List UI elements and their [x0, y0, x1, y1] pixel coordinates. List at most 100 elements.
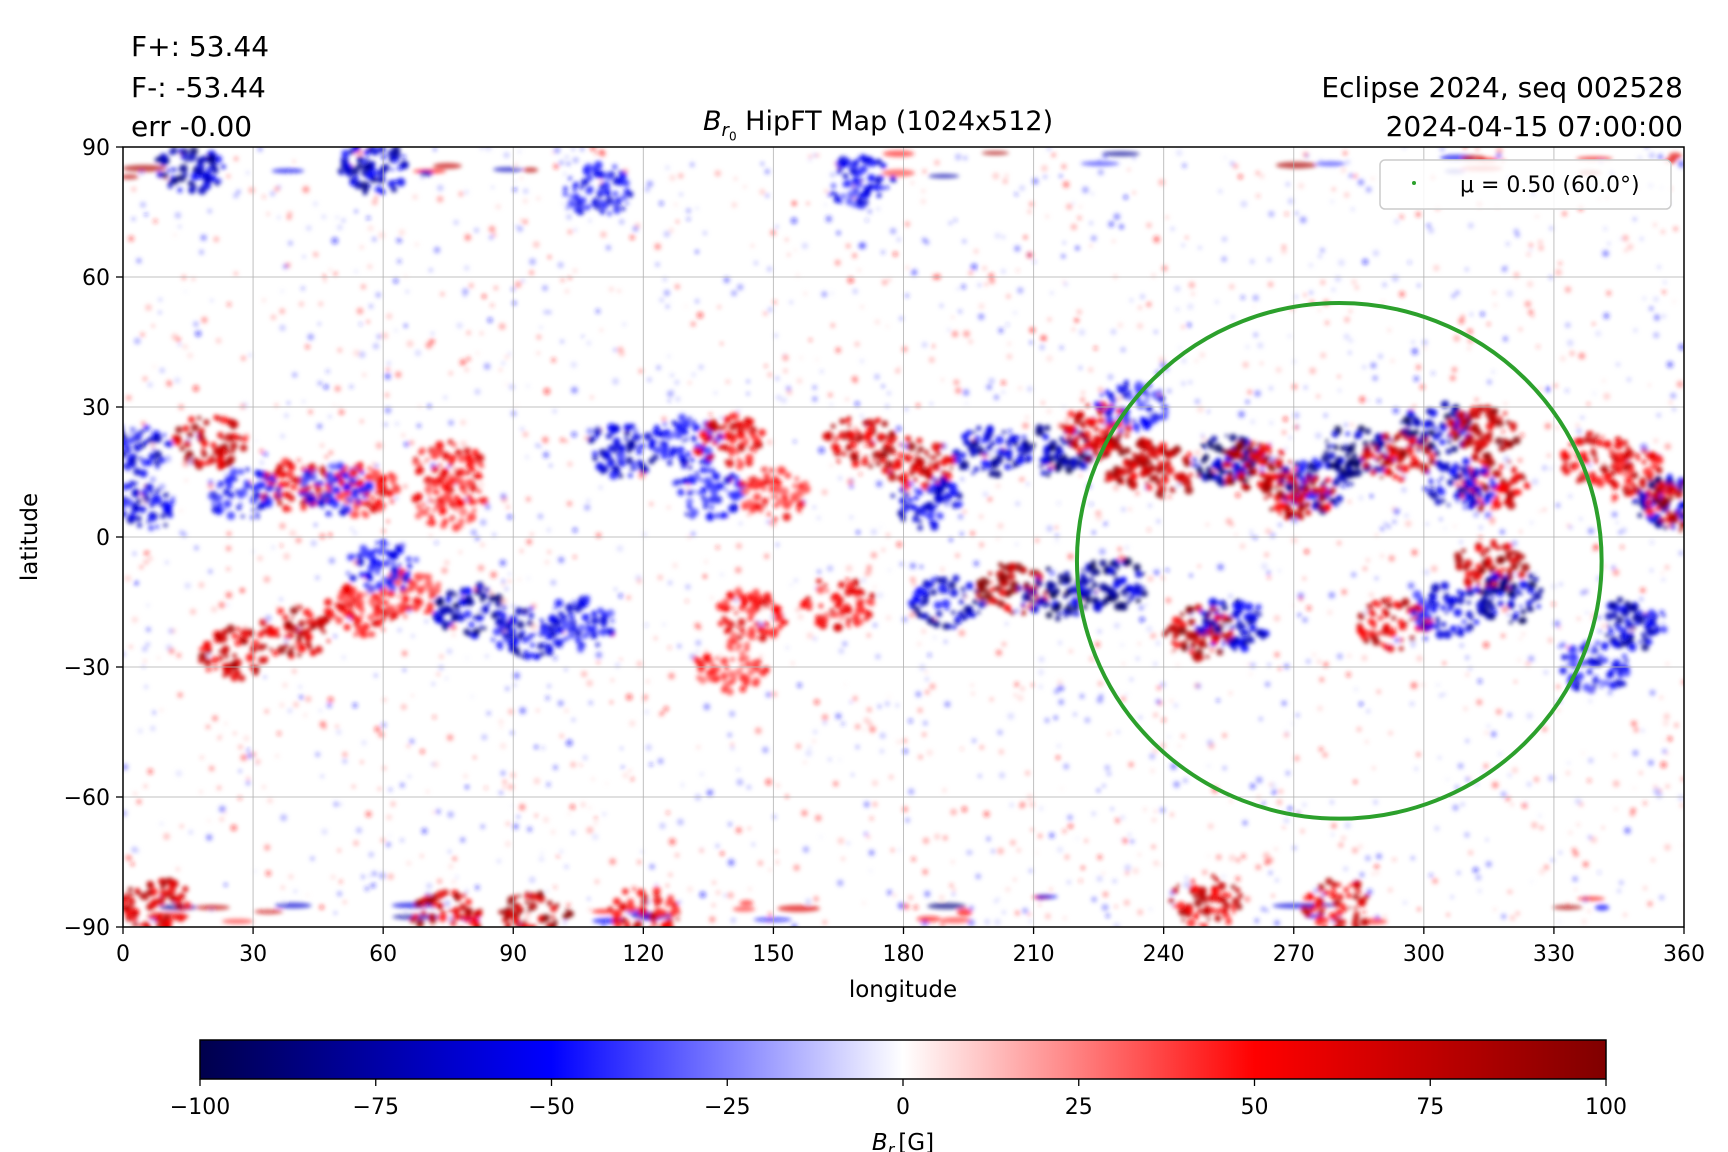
region-speckle: [455, 448, 463, 456]
noise-speckle: [271, 545, 276, 550]
noise-speckle: [564, 439, 568, 443]
region-speckle: [691, 435, 697, 442]
region-speckle: [1021, 610, 1027, 616]
noise-speckle: [125, 854, 131, 861]
region-speckle: [1058, 580, 1063, 585]
region-speckle: [456, 613, 466, 622]
region-speckle: [109, 430, 117, 438]
region-speckle: [616, 452, 626, 462]
noise-speckle: [1434, 826, 1440, 831]
region-speckle: [985, 588, 989, 593]
noise-speckle: [1167, 494, 1172, 499]
noise-speckle: [1354, 285, 1359, 290]
noise-speckle: [1001, 641, 1007, 647]
region-speckle: [657, 445, 663, 451]
noise-speckle: [1346, 672, 1351, 678]
noise-speckle: [546, 889, 549, 893]
noise-speckle: [163, 833, 171, 840]
region-speckle: [413, 456, 418, 462]
region-speckle: [918, 469, 925, 476]
noise-speckle: [1344, 822, 1351, 829]
noise-speckle: [812, 385, 817, 390]
region-speckle: [464, 586, 471, 593]
region-speckle: [372, 599, 376, 603]
region-speckle: [378, 565, 383, 569]
region-speckle: [894, 461, 903, 470]
noise-speckle: [881, 250, 885, 254]
region-speckle: [780, 487, 789, 496]
noise-speckle: [1078, 366, 1083, 370]
noise-speckle: [899, 562, 904, 566]
region-speckle: [766, 512, 772, 517]
noise-speckle: [956, 287, 960, 290]
region-speckle: [227, 418, 236, 428]
noise-speckle: [394, 496, 399, 501]
region-speckle: [428, 498, 433, 503]
noise-speckle: [853, 426, 858, 431]
region-speckle: [1064, 614, 1068, 619]
noise-speckle: [545, 695, 550, 701]
noise-speckle: [201, 316, 208, 324]
noise-speckle: [594, 879, 600, 885]
region-speckle: [494, 594, 504, 603]
noise-speckle: [1641, 729, 1645, 733]
noise-speckle: [595, 651, 603, 659]
region-speckle: [465, 470, 471, 476]
noise-speckle: [1565, 322, 1571, 329]
region-speckle: [747, 477, 751, 481]
noise-speckle: [403, 441, 410, 447]
noise-speckle: [836, 879, 844, 887]
noise-speckle: [1217, 563, 1224, 571]
region-speckle: [741, 600, 748, 608]
region-speckle: [109, 454, 113, 458]
noise-speckle: [1281, 245, 1286, 250]
noise-speckle: [866, 835, 870, 839]
noise-speckle: [1511, 540, 1518, 547]
noise-speckle: [553, 885, 557, 889]
noise-speckle: [565, 739, 573, 747]
region-speckle: [928, 461, 932, 465]
noise-speckle: [1240, 200, 1248, 208]
noise-speckle: [1111, 807, 1114, 811]
region-speckle: [291, 616, 294, 620]
noise-speckle: [1235, 876, 1241, 882]
noise-speckle: [1439, 147, 1446, 152]
noise-speckle: [1443, 527, 1447, 530]
noise-speckle: [477, 564, 485, 572]
noise-speckle: [759, 189, 766, 195]
region-speckle: [912, 477, 918, 483]
noise-speckle: [765, 193, 770, 198]
noise-speckle: [743, 185, 747, 189]
noise-speckle: [1585, 611, 1589, 614]
noise-speckle: [579, 763, 582, 766]
noise-speckle: [1633, 727, 1639, 733]
noise-speckle: [854, 341, 860, 347]
region-speckle: [257, 482, 261, 487]
noise-speckle: [128, 235, 135, 242]
noise-speckle: [255, 439, 258, 442]
region-speckle: [699, 478, 704, 483]
region-speckle: [723, 476, 732, 485]
region-speckle: [618, 460, 626, 468]
noise-speckle: [1588, 835, 1592, 840]
region-speckle: [988, 571, 993, 576]
region-speckle: [300, 466, 306, 472]
region-speckle: [734, 450, 740, 455]
noise-speckle: [378, 872, 386, 880]
noise-speckle: [351, 528, 354, 531]
region-speckle: [461, 488, 468, 495]
noise-speckle: [948, 537, 954, 542]
noise-speckle: [409, 738, 415, 744]
region-speckle: [763, 621, 770, 628]
noise-speckle: [1629, 811, 1636, 817]
region-speckle: [830, 423, 836, 429]
noise-speckle: [1215, 854, 1222, 861]
noise-speckle: [320, 774, 324, 778]
noise-speckle: [403, 323, 408, 328]
noise-speckle: [727, 859, 735, 866]
region-speckle: [796, 499, 805, 509]
noise-speckle: [357, 150, 364, 156]
region-speckle: [226, 624, 236, 634]
noise-speckle: [279, 324, 286, 332]
region-speckle: [133, 507, 139, 513]
